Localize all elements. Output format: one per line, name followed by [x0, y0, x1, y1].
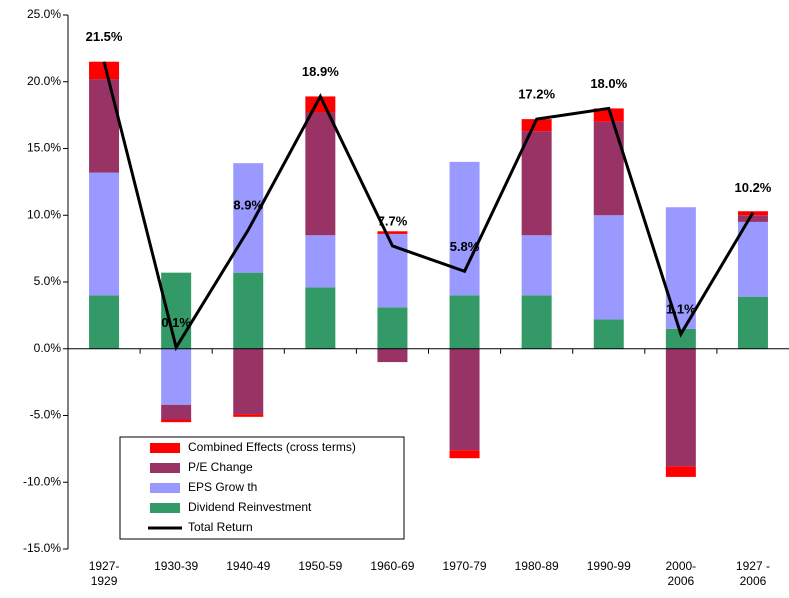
- x-tick-label: 1927-1929: [89, 559, 120, 588]
- bar-segment: [305, 235, 336, 288]
- bar-segment: [377, 231, 408, 234]
- x-tick-label: 1990-99: [587, 559, 631, 573]
- x-tick-label: 1970-79: [443, 559, 487, 573]
- bar-segment: [233, 348, 264, 415]
- bar-segment: [377, 307, 408, 349]
- x-tick-label: 1927 -2006: [736, 559, 770, 588]
- legend-swatch: [150, 483, 180, 493]
- bar-segment: [161, 348, 192, 405]
- bar-segment: [521, 119, 552, 132]
- bar-segment: [521, 295, 552, 349]
- x-tick-label: 1980-89: [515, 559, 559, 573]
- legend-label: P/E Change: [188, 460, 253, 474]
- y-tick-label: -10.0%: [23, 474, 61, 488]
- bar-segment: [593, 121, 624, 216]
- legend-swatch: [150, 503, 180, 513]
- bar-segment: [449, 161, 480, 296]
- y-tick-label: 15.0%: [27, 141, 61, 155]
- bar-segment: [665, 466, 696, 477]
- legend-label: Combined Effects (cross terms): [188, 440, 356, 454]
- bar-segment: [89, 172, 120, 296]
- data-label: 1.1%: [666, 302, 696, 317]
- x-tick-label: 2000-2006: [665, 559, 696, 588]
- legend-label: EPS Grow th: [188, 480, 257, 494]
- x-tick-label: 1960-69: [370, 559, 414, 573]
- bar-segment: [89, 79, 120, 173]
- bar-segment: [161, 419, 192, 423]
- bar-segment: [665, 348, 696, 467]
- legend-swatch: [150, 443, 180, 453]
- bar-segment: [377, 348, 408, 363]
- y-tick-label: -15.0%: [23, 541, 61, 555]
- data-label: 10.2%: [735, 180, 772, 195]
- bar-segment: [305, 112, 336, 236]
- y-tick-label: 5.0%: [34, 274, 62, 288]
- data-label: 0.1%: [161, 315, 191, 330]
- bar-segment: [89, 295, 120, 349]
- data-label: 17.2%: [518, 87, 555, 102]
- bar-segment: [521, 235, 552, 296]
- y-tick-label: 25.0%: [27, 7, 61, 21]
- data-label: 18.0%: [590, 76, 627, 91]
- y-tick-label: -5.0%: [30, 408, 62, 422]
- y-tick-label: 0.0%: [34, 341, 62, 355]
- bar-segment: [233, 163, 264, 273]
- bar-segment: [665, 207, 696, 329]
- bar-segment: [161, 404, 192, 420]
- bar-segment: [737, 215, 768, 222]
- line: [102, 61, 755, 352]
- bar-segment: [737, 296, 768, 349]
- x-tick-label: 1930-39: [154, 559, 198, 573]
- data-label: 21.5%: [86, 29, 123, 44]
- bar-segment: [521, 131, 552, 236]
- data-label: 18.9%: [302, 64, 339, 79]
- legend-label: Dividend Reinvestment: [188, 500, 312, 514]
- y-tick-label: 10.0%: [27, 207, 61, 221]
- x-tick-label: 1950-59: [298, 559, 342, 573]
- bar-segment: [593, 319, 624, 349]
- bar-segment: [305, 287, 336, 349]
- bar-segment: [449, 450, 480, 459]
- legend-label: Total Return: [188, 520, 253, 534]
- x-tick-label: 1940-49: [226, 559, 270, 573]
- bar-segment: [665, 328, 696, 349]
- data-label: 7.7%: [378, 213, 408, 228]
- legend-swatch: [150, 463, 180, 473]
- bar-segment: [233, 272, 264, 349]
- bar-segment: [737, 221, 768, 297]
- y-tick-label: 20.0%: [27, 74, 61, 88]
- bar-segment: [233, 414, 264, 417]
- bar-segment: [449, 295, 480, 349]
- data-label: 5.8%: [450, 239, 480, 254]
- bar-segment: [89, 61, 120, 80]
- data-label: 8.9%: [233, 197, 263, 212]
- bar-segment: [593, 108, 624, 122]
- bar-segment: [593, 215, 624, 320]
- bar-segment: [449, 348, 480, 451]
